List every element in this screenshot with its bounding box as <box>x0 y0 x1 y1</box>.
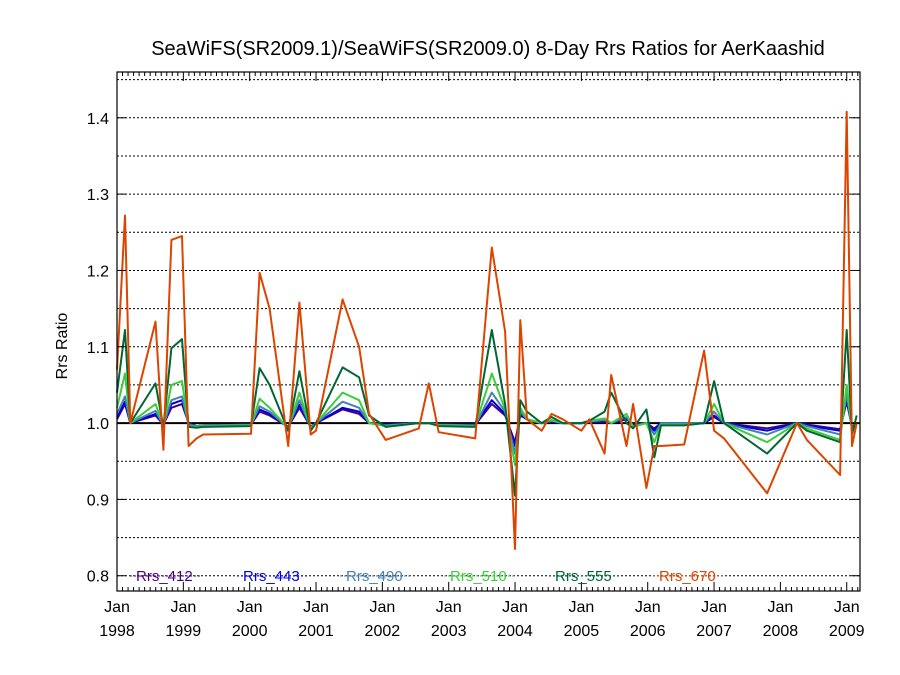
y-tick-label: 1.1 <box>87 340 109 357</box>
series-line-rrs-510 <box>116 372 858 467</box>
x-tick-label-year: 2003 <box>431 623 467 640</box>
x-tick-label-year: 2002 <box>365 623 401 640</box>
x-tick-label-month: Jan <box>104 599 130 616</box>
series-line-rrs-555 <box>116 329 858 497</box>
y-axis-label: Rrs Ratio <box>54 313 71 380</box>
x-tick-label-year: 2006 <box>630 623 666 640</box>
legend-label-rrs-443: Rrs_443 <box>243 568 300 585</box>
x-tick-label-month: Jan <box>834 599 860 616</box>
x-tick-label-year: 2007 <box>696 623 732 640</box>
x-tick-label-month: Jan <box>767 599 793 616</box>
legend-label-rrs-670: Rrs_670 <box>659 568 716 585</box>
gridlines <box>117 79 860 577</box>
y-tick-label: 0.9 <box>87 492 109 509</box>
legend-label-rrs-490: Rrs_490 <box>346 568 403 585</box>
x-tick-label-year: 2008 <box>763 623 799 640</box>
series-lines <box>116 110 858 550</box>
x-tick-label-month: Jan <box>701 599 727 616</box>
x-tick-label-month: Jan <box>436 599 462 616</box>
x-tick-label-month: Jan <box>303 599 329 616</box>
x-tick-label-month: Jan <box>635 599 661 616</box>
x-tick-label-month: Jan <box>369 599 395 616</box>
legend-label-rrs-555: Rrs_555 <box>555 568 612 585</box>
x-tick-label-month: Jan <box>237 599 263 616</box>
y-tick-label: 1.2 <box>87 263 109 280</box>
legend-label-rrs-412: Rrs_412 <box>136 568 193 585</box>
x-tick-label-month: Jan <box>170 599 196 616</box>
chart-title: SeaWiFS(SR2009.1)/SeaWiFS(SR2009.0) 8-Da… <box>151 38 825 60</box>
legend-label-rrs-510: Rrs_510 <box>450 568 507 585</box>
legend: Rrs_412 Rrs_443 Rrs_490 Rrs_510 Rrs_555 Rrs_6… <box>130 568 725 585</box>
x-tick-label-year: 2009 <box>829 623 865 640</box>
x-tick-label-month: Jan <box>568 599 594 616</box>
series-line-rrs-670 <box>116 110 858 550</box>
y-tick-label: 0.8 <box>87 569 109 586</box>
plot-frame <box>116 71 861 592</box>
x-tick-label-year: 2004 <box>497 623 533 640</box>
y-tick-label: 1.4 <box>87 111 109 128</box>
x-tick-label-year: 2001 <box>298 623 334 640</box>
x-tick-label-year: 1999 <box>166 623 202 640</box>
x-tick-label-year: 2005 <box>564 623 600 640</box>
x-tick-label-month: Jan <box>502 599 528 616</box>
x-tick-label-year: 2000 <box>232 623 268 640</box>
axis-ticks: 0.8 0.9 1.0 1.1 1.2 1.3 1.4 Jan 1998 Jan 1999 Jan 20… <box>87 72 865 640</box>
y-tick-label: 1.3 <box>87 187 109 204</box>
x-tick-label-year: 1998 <box>99 623 135 640</box>
y-tick-label: 1.0 <box>87 416 109 433</box>
